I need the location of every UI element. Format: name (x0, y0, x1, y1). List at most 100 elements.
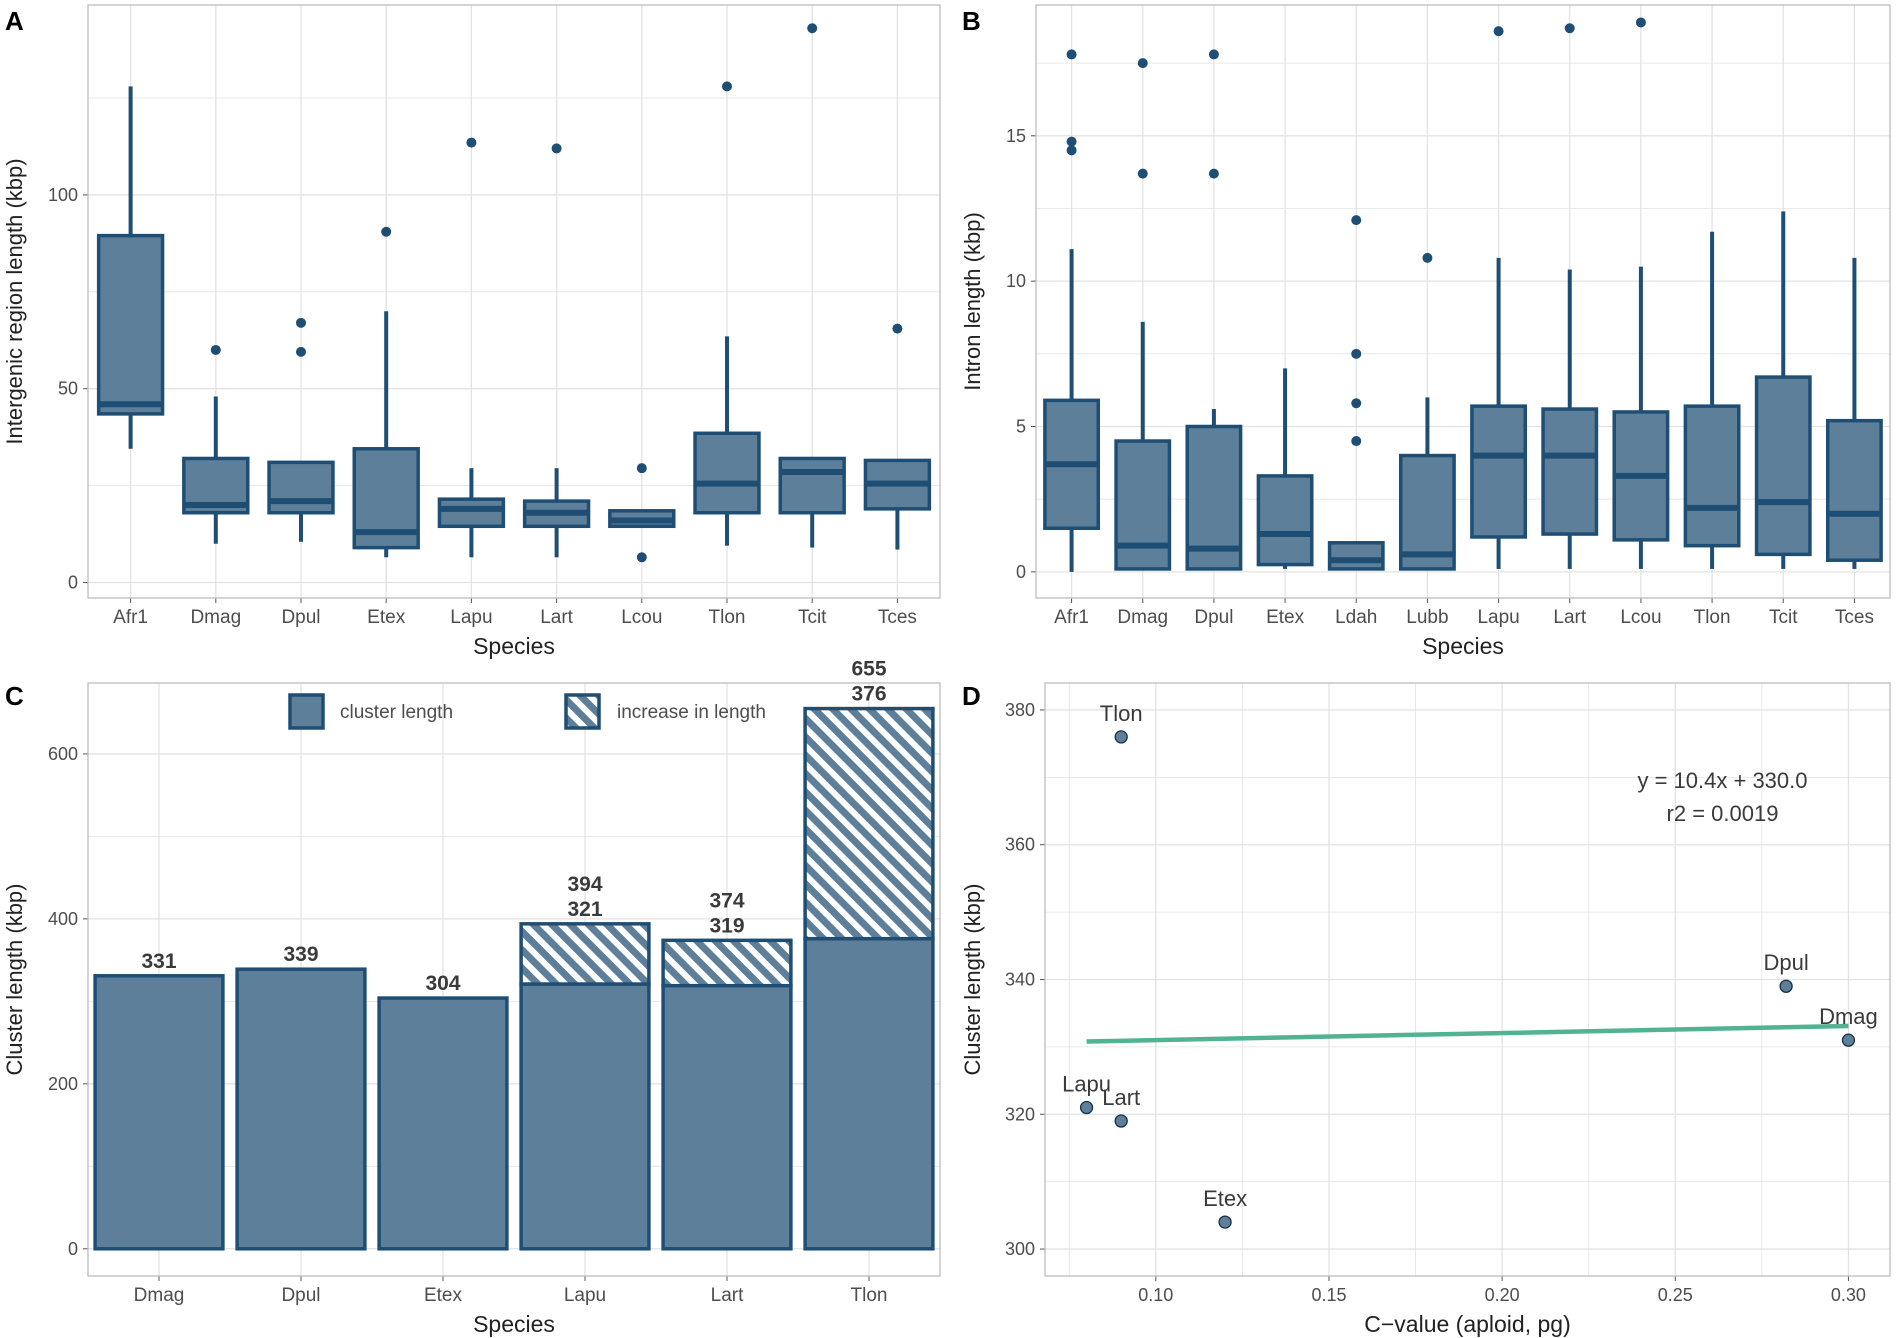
outlier-point (636, 463, 647, 474)
y-axis-title: Cluster length (kbp) (960, 884, 985, 1076)
outlier-point (722, 81, 732, 92)
outlier-point (807, 23, 818, 34)
y-tick-label: 15 (1006, 126, 1026, 146)
x-tick-label: Afr1 (1054, 607, 1089, 628)
x-tick-label: 0.15 (1311, 1285, 1346, 1305)
scatter-point-lapu (1079, 1100, 1094, 1115)
panel-border (1035, 4, 1891, 599)
x-axis-title: Species (473, 1311, 555, 1337)
outlier-point (1564, 23, 1575, 34)
bar-group-dmag: 331 (93, 950, 225, 1251)
box (267, 460, 335, 515)
r2-label: r2 = 0.0019 (1667, 801, 1779, 826)
bar-increase-in-length (661, 938, 793, 988)
legend-label: cluster length (340, 702, 453, 723)
box-group-lcou (608, 463, 676, 563)
box-group-afr1 (1043, 49, 1101, 572)
bar-cluster-length (377, 996, 509, 1251)
box-group-dpul (1185, 49, 1243, 571)
legend-label: increase in length (617, 702, 766, 723)
box-group-tcit (1754, 211, 1812, 569)
x-tick-label: 0.25 (1658, 1285, 1693, 1305)
outlier-point (636, 552, 647, 563)
x-tick-label: Dpul (281, 1285, 320, 1306)
box-group-afr1 (96, 86, 165, 449)
outlier-point (210, 344, 221, 355)
legend-key-increase-in-length (564, 693, 601, 730)
outlier-point (1351, 348, 1362, 359)
legend: cluster length increase in length (288, 693, 766, 730)
panel-c: 0 200 400 600 C Cluster length (kbp) Species 33… (2, 658, 941, 1337)
x-tick-label: Lcou (1620, 607, 1661, 628)
box-group-ldah (1327, 215, 1385, 571)
box (1470, 404, 1528, 539)
bar-cluster-length (235, 967, 367, 1251)
scatter-point-tlon (1114, 730, 1128, 744)
box (1185, 424, 1243, 571)
legend-key-cluster-length (288, 693, 325, 730)
bar-cluster-length (93, 974, 225, 1251)
bar-value-label: 655 (851, 658, 886, 681)
y-tick-label: 0 (68, 572, 78, 592)
x-tick-label: Lart (711, 1285, 744, 1306)
x-tick-label: Lubb (1406, 607, 1448, 628)
bar-value-label: 319 (709, 914, 744, 937)
box (1114, 439, 1172, 571)
bar-cluster-length (661, 983, 793, 1251)
box-group-lart (1541, 23, 1599, 569)
scatter-point-dmag (1841, 1033, 1856, 1047)
outlier-point (1208, 168, 1219, 179)
y-axis-title: Intron length (kbp) (960, 212, 985, 391)
x-tick-label: Lapu (1477, 607, 1519, 628)
x-tick-label: Etex (1266, 607, 1305, 628)
outlier-point (1066, 145, 1077, 156)
y-tick-label: 5 (1016, 416, 1026, 436)
outlier-point (1351, 436, 1362, 447)
box-group-etex (1256, 368, 1314, 569)
box-group-tces (863, 323, 932, 550)
x-tick-label: 0.20 (1485, 1285, 1520, 1305)
equation-label: y = 10.4x + 330.0 (1637, 768, 1807, 793)
bar-increase-in-length (519, 922, 651, 986)
panel-d: 300 320 340 360 380 D Cluster length (kbp) C−va… (960, 681, 1891, 1337)
x-tick-label: Tcit (1769, 607, 1798, 628)
scatter-point-dpul (1779, 979, 1793, 993)
box-group-etex (352, 226, 420, 558)
box-group-dmag (1114, 58, 1172, 571)
point-label: Dpul (1763, 950, 1808, 975)
box (1683, 404, 1741, 548)
box-group-tlon (1683, 231, 1741, 569)
panel-a: 0 50 100 A Intergenic region length (kbp) Spe… (2, 4, 941, 659)
x-axis-title: Species (473, 633, 555, 659)
bar-cluster-length (519, 982, 651, 1251)
x-tick-label: Etex (424, 1285, 463, 1306)
x-tick-label: Lart (540, 607, 573, 628)
outlier-point (1208, 49, 1219, 60)
x-axis-title: C−value (aploid, pg) (1364, 1311, 1570, 1337)
x-tick-label: Tces (878, 607, 917, 628)
x-axis-title: Species (1422, 633, 1504, 659)
x-tick-label: Lapu (450, 607, 492, 628)
x-tick-label: Lart (1553, 607, 1586, 628)
y-tick-label: 200 (48, 1074, 78, 1094)
outlier-point (551, 143, 562, 154)
outlier-point (1351, 215, 1362, 226)
y-tick-label: 300 (1005, 1239, 1035, 1259)
outlier-point (1635, 17, 1646, 28)
y-tick-label: 0 (1016, 562, 1026, 582)
y-tick-label: 600 (48, 744, 78, 764)
x-tick-label: Tlon (1694, 607, 1731, 628)
box (1541, 407, 1599, 536)
box (1327, 541, 1385, 571)
x-tick-label: Tces (1835, 607, 1874, 628)
box (1256, 474, 1314, 567)
scatter-point-etex (1218, 1215, 1232, 1229)
panel-letter: C (5, 681, 24, 711)
x-tick-label: Tlon (709, 607, 746, 628)
y-tick-label: 340 (1005, 970, 1035, 990)
point-label: Tlon (1100, 701, 1143, 726)
outlier-point (1351, 398, 1362, 409)
